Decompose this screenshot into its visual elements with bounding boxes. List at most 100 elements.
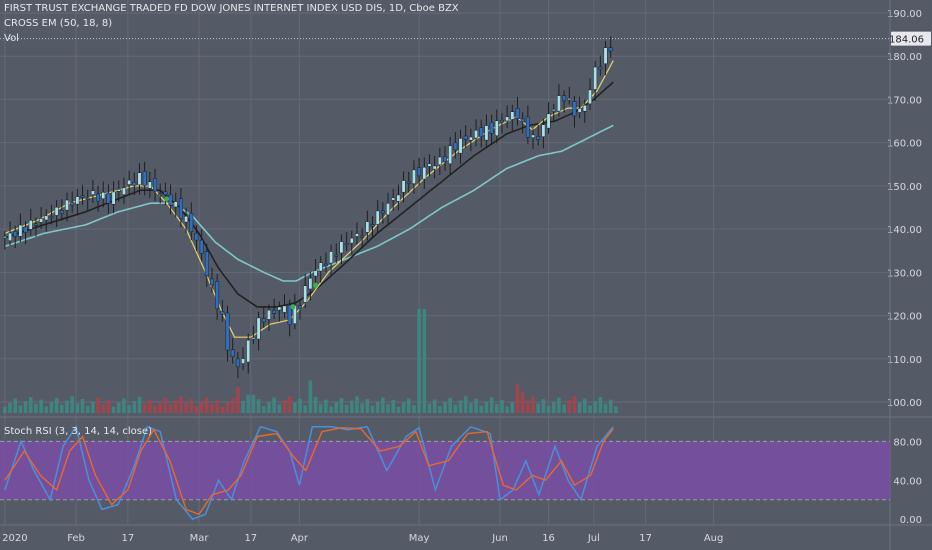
candle-body <box>329 251 334 264</box>
volume-bar <box>427 403 432 413</box>
volume-bar <box>438 406 442 413</box>
candle-body <box>96 193 101 202</box>
volume-bar <box>261 406 266 413</box>
candle-body <box>282 305 287 313</box>
volume-bar <box>18 405 23 413</box>
volume-bar <box>494 404 499 413</box>
candle-body <box>448 145 453 165</box>
volume-bar <box>122 398 126 413</box>
volume-bar <box>28 397 33 413</box>
candle-body <box>551 109 556 112</box>
volume-bar <box>381 397 385 413</box>
volume-bar <box>365 399 370 413</box>
candle-body <box>90 190 95 195</box>
candle-body <box>411 169 416 184</box>
candle-body <box>417 167 422 177</box>
candle-body <box>241 358 246 364</box>
chart-title: FIRST TRUST EXCHANGE TRADED FD DOW JONES… <box>4 3 459 14</box>
x-tick-label: Aug <box>704 533 724 544</box>
candle-body <box>116 189 121 192</box>
candle-body <box>479 127 484 137</box>
volume-bar <box>91 401 95 413</box>
ema-slow-line <box>4 124 614 282</box>
candle-body <box>396 194 401 202</box>
volume-bar <box>49 402 54 413</box>
candle-body <box>199 239 204 254</box>
candle-body <box>453 142 458 151</box>
oscillator-tick-label: 0.00 <box>900 515 922 526</box>
candle-body <box>484 125 489 141</box>
candle-body <box>360 235 365 238</box>
candle-body <box>277 306 282 311</box>
oscillator-tick-label: 80.00 <box>893 437 922 448</box>
candle-body <box>386 203 390 216</box>
volume-bar <box>344 404 349 413</box>
candle-body <box>598 66 603 70</box>
volume-bar <box>386 404 390 413</box>
volume-bar <box>489 397 494 413</box>
candle-body <box>334 254 339 257</box>
candle-body <box>365 221 370 233</box>
volume-bar <box>598 397 603 413</box>
candle-body <box>101 192 106 199</box>
volume-bar <box>215 399 219 413</box>
volume-bar <box>85 405 90 413</box>
volume-bar <box>608 399 613 413</box>
volume-bar <box>463 396 468 413</box>
volume-bar <box>303 405 307 413</box>
candle-body <box>132 182 137 186</box>
candle-body <box>173 201 178 208</box>
candle-body <box>458 138 463 154</box>
x-tick-label: May <box>409 533 430 544</box>
candle-body <box>122 187 126 195</box>
price-tick-label: 140.00 <box>887 225 922 236</box>
volume-bar <box>432 399 437 413</box>
volume-bar <box>536 403 541 413</box>
volume-bar <box>189 398 194 413</box>
candle-body <box>318 262 323 272</box>
overlay-indicator-label: CROSS EM (50, 18, 8) <box>4 18 113 29</box>
volume-bar <box>355 396 359 413</box>
volume-bar <box>520 392 525 413</box>
candle-body <box>401 180 406 193</box>
candle-body <box>577 108 582 113</box>
candle-body <box>230 349 235 357</box>
volume-bar <box>479 405 484 413</box>
oscillator-tick-label: 40.00 <box>893 476 922 487</box>
volume-bar <box>370 405 375 413</box>
candle-body <box>603 47 608 65</box>
volume-bar <box>329 406 333 413</box>
volume-bar <box>220 406 225 413</box>
volume-bar <box>313 397 318 413</box>
candle-body <box>427 163 432 167</box>
price-tick-label: 130.00 <box>887 268 922 279</box>
candle-body <box>39 218 44 223</box>
volume-bar <box>251 394 256 413</box>
volume-bar <box>80 399 85 413</box>
volume-bar <box>603 403 608 413</box>
volume-bar <box>448 397 452 413</box>
candle-body <box>593 66 598 90</box>
last-price-label: 184.06 <box>889 35 924 46</box>
candle-body <box>137 172 142 186</box>
candle-body <box>33 223 38 226</box>
candle-body <box>49 216 54 219</box>
candle-body <box>525 116 530 138</box>
volume-bar <box>65 400 69 413</box>
volume-bar <box>567 400 572 413</box>
volume-bar <box>287 396 292 413</box>
volume-bar <box>111 406 116 413</box>
volume-bar <box>106 400 111 413</box>
volume-bar <box>96 397 100 413</box>
volume-bar <box>210 404 214 413</box>
candle-body <box>261 318 266 323</box>
volume-bar <box>127 405 131 413</box>
price-tick-label: 150.00 <box>887 182 922 193</box>
volume-bar <box>39 399 43 413</box>
price-tick-label: 110.00 <box>887 355 922 366</box>
cross-signal-marker <box>313 282 319 288</box>
volume-bar <box>469 403 473 413</box>
candle-body <box>28 220 33 230</box>
volume-bar <box>3 407 7 413</box>
